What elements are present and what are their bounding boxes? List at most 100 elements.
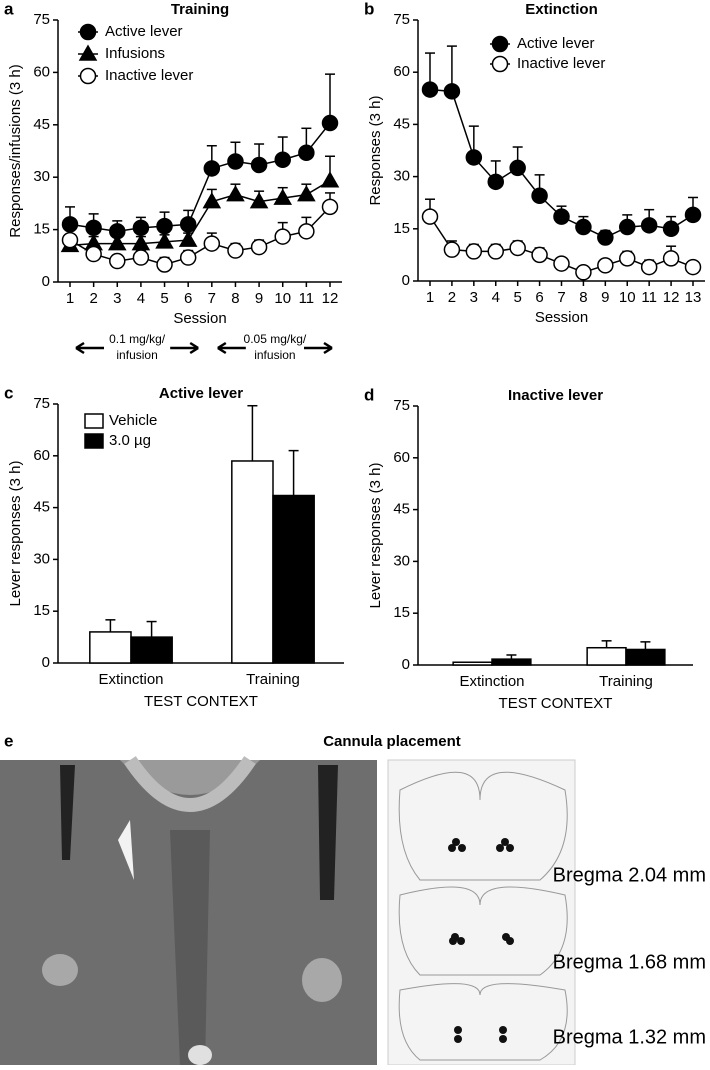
x-tick-label: 3: [470, 289, 478, 306]
legend-marker: [491, 55, 509, 73]
marker: [531, 187, 548, 204]
panel-label: a: [4, 0, 14, 18]
marker: [132, 249, 150, 266]
marker: [132, 219, 150, 237]
annotation: infusion: [254, 348, 295, 362]
legend-marker: [491, 35, 509, 53]
marker: [684, 258, 702, 276]
y-axis-label: Lever responses (3 h): [7, 461, 24, 607]
x-tick-label: Extinction: [98, 671, 163, 688]
bar: [452, 661, 493, 666]
x-tick-label: 2: [89, 290, 97, 307]
series-line: [69, 122, 331, 233]
chart-title: Inactive lever: [508, 387, 603, 404]
marker: [531, 246, 548, 264]
y-tick-label: 15: [393, 220, 410, 237]
marker: [107, 234, 127, 251]
marker: [274, 228, 291, 245]
series-line: [69, 206, 331, 266]
x-tick-label: 3: [113, 290, 121, 307]
x-axis-label: TEST CONTEXT: [144, 693, 258, 710]
marker: [619, 218, 636, 236]
legend-label: Active lever: [105, 23, 183, 40]
y-tick-label: 30: [33, 168, 50, 185]
section-label: Bregma 2.04 mm: [553, 864, 706, 886]
arrow: [217, 341, 333, 355]
x-tick-label: 1: [426, 289, 434, 306]
marker: [202, 192, 222, 209]
marker: [203, 160, 221, 177]
x-tick-label: Training: [599, 673, 653, 690]
marker: [298, 223, 315, 240]
x-tick-label: 7: [557, 289, 565, 306]
panel-label: e: [4, 731, 13, 750]
x-tick-label: 9: [601, 289, 609, 306]
marker: [178, 230, 198, 247]
marker: [156, 256, 173, 273]
y-tick-label: 60: [393, 449, 410, 466]
y-tick-label: 30: [33, 550, 50, 567]
marker: [250, 156, 268, 174]
bar: [130, 636, 173, 664]
marker: [321, 114, 339, 132]
marker: [575, 218, 592, 236]
marker: [156, 217, 173, 235]
marker: [662, 250, 680, 267]
x-tick-label: 2: [448, 289, 456, 306]
marker: [227, 242, 244, 259]
x-tick-label: 5: [160, 290, 168, 307]
marker: [662, 220, 680, 238]
bar: [89, 631, 132, 664]
annotation: 0.1 mg/kg/: [109, 332, 166, 346]
y-tick-label: 60: [33, 447, 50, 464]
bar: [231, 460, 274, 664]
series-line: [69, 180, 331, 247]
x-tick-label: 5: [513, 289, 521, 306]
micrograph: [0, 756, 377, 1065]
x-tick-label: 11: [641, 289, 657, 306]
marker: [61, 216, 79, 233]
marker: [179, 216, 197, 233]
legend-label: Inactive lever: [517, 55, 605, 72]
x-tick-label: 9: [255, 290, 263, 307]
arrow: [75, 341, 199, 355]
legend-label: Infusions: [105, 45, 165, 62]
y-tick-label: 15: [393, 604, 410, 621]
y-tick-label: 45: [33, 116, 50, 133]
marker: [61, 231, 79, 249]
marker: [421, 208, 439, 225]
legend-swatch: [84, 433, 104, 449]
marker: [509, 239, 526, 257]
marker: [85, 245, 102, 263]
x-tick-label: 7: [208, 290, 216, 307]
marker: [227, 153, 244, 170]
x-tick-label: 1: [66, 290, 74, 307]
x-tick-label: Training: [246, 671, 300, 688]
section-label: Bregma 1.32 mm: [553, 1026, 706, 1048]
legend-label: Inactive lever: [105, 67, 193, 84]
legend-marker: [79, 23, 97, 41]
legend-label: Active lever: [517, 35, 595, 52]
y-tick-label: 75: [33, 11, 50, 28]
marker: [597, 257, 614, 274]
chart-title: Active lever: [159, 385, 243, 402]
chart-title: Extinction: [525, 1, 598, 18]
marker: [575, 264, 592, 281]
legend-marker: [78, 44, 98, 61]
x-tick-label: 11: [299, 290, 315, 307]
chart-title: Training: [171, 1, 229, 18]
marker: [297, 185, 316, 202]
annotation: infusion: [116, 348, 157, 362]
x-tick-label: 4: [492, 289, 500, 306]
y-tick-label: 45: [33, 499, 50, 516]
y-tick-label: 0: [402, 272, 410, 289]
y-tick-label: 75: [393, 11, 410, 28]
legend-label: 3.0 µg: [109, 432, 151, 449]
annotation: 0.05 mg/kg/: [244, 332, 307, 346]
panel-label: d: [364, 385, 374, 404]
panel-title: Cannula placement: [323, 733, 461, 750]
x-tick-label: 8: [231, 290, 239, 307]
y-tick-label: 60: [33, 63, 50, 80]
y-tick-label: 75: [393, 397, 410, 414]
